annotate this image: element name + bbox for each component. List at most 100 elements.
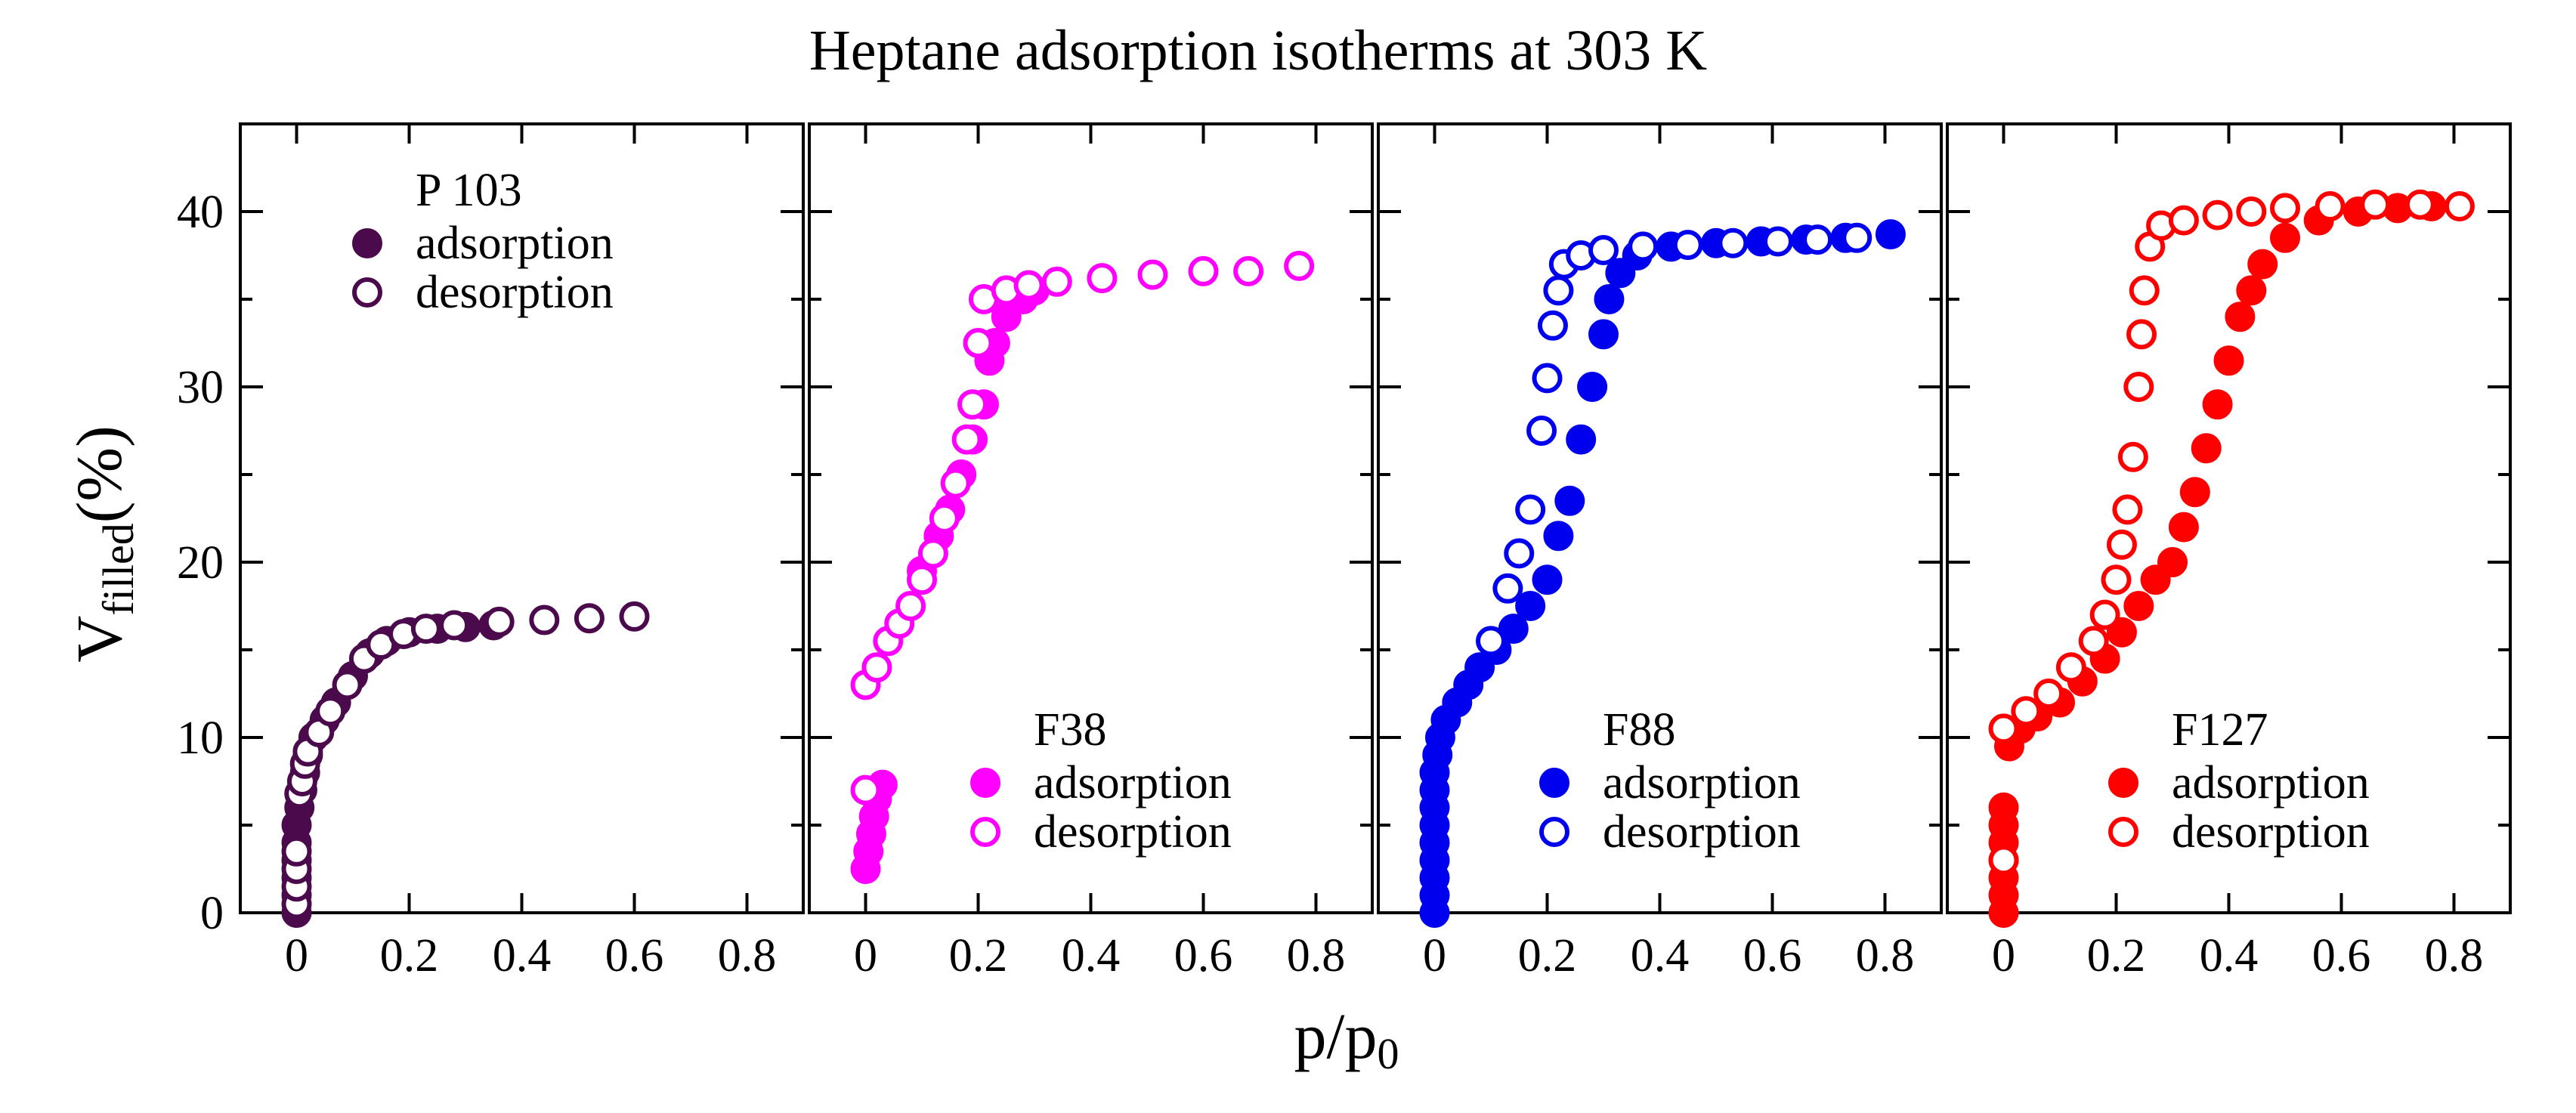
desorption-point xyxy=(1988,845,2019,876)
legend-adsorption-label: adsorption xyxy=(1034,757,1232,808)
y-tick-label: 0 xyxy=(200,888,224,939)
desorption-point xyxy=(2101,564,2132,595)
x-axis-label-sub: 0 xyxy=(1377,1029,1399,1078)
legend-title: F127 xyxy=(2172,704,2268,756)
adsorption-point xyxy=(2202,389,2233,420)
adsorption-point xyxy=(1532,564,1563,595)
desorption-point xyxy=(907,564,937,595)
legend-desorption-label: desorption xyxy=(416,267,614,318)
x-axis-label: p/p0 xyxy=(1294,1000,1399,1078)
desorption-point xyxy=(1013,270,1044,301)
adsorption-point xyxy=(1566,424,1597,455)
legend-title: F88 xyxy=(1603,704,1675,756)
desorption-point xyxy=(1504,538,1535,569)
legend-desorption-label: desorption xyxy=(1603,806,1801,858)
desorption-point xyxy=(1762,226,1793,257)
legend-adsorption-label: adsorption xyxy=(416,218,614,269)
x-tick-label: 0.2 xyxy=(1518,930,1577,982)
desorption-point xyxy=(1188,255,1219,286)
x-tick-label: 0.2 xyxy=(2087,930,2146,982)
desorption-point xyxy=(929,503,960,533)
desorption-point xyxy=(2078,626,2109,657)
adsorption-point xyxy=(2247,249,2278,280)
adsorption-point xyxy=(2123,591,2154,621)
x-tick-label: 0 xyxy=(1992,930,2015,982)
legend-adsorption-label: adsorption xyxy=(2172,757,2370,808)
x-axis-label-main: p/p xyxy=(1294,1000,1378,1072)
desorption-point xyxy=(1137,259,1168,290)
y-axis-label: Vfilled(%) xyxy=(63,425,143,662)
legend-desorption-label: desorption xyxy=(2172,806,2370,858)
desorption-point xyxy=(2123,372,2154,402)
x-tick-label: 0.2 xyxy=(949,930,1008,982)
adsorption-point xyxy=(1464,652,1495,683)
adsorption-point xyxy=(2236,275,2267,306)
legend-desorption-marker xyxy=(2108,817,2138,847)
desorption-point xyxy=(2129,275,2160,306)
desorption-point xyxy=(2126,319,2157,350)
desorption-point xyxy=(1515,494,1546,525)
x-tick-label: 0.8 xyxy=(718,930,777,982)
desorption-point xyxy=(281,836,312,867)
adsorption-point xyxy=(2179,477,2210,508)
x-tick-label: 0.8 xyxy=(1287,930,1346,982)
desorption-point xyxy=(1588,235,1619,266)
desorption-point xyxy=(1628,231,1659,262)
desorption-point xyxy=(2404,189,2435,220)
desorption-point xyxy=(1492,573,1523,604)
adsorption-point xyxy=(1577,372,1608,402)
desorption-point xyxy=(917,538,948,569)
y-axis-label-sub: filled xyxy=(94,523,143,615)
x-tick-label: 0.8 xyxy=(2425,930,2484,982)
desorption-point xyxy=(2360,189,2391,220)
legend-desorption-marker xyxy=(352,277,382,308)
adsorption-point xyxy=(1515,591,1546,621)
x-tick-label: 0.6 xyxy=(1743,930,1802,982)
legend-adsorption-label: adsorption xyxy=(1603,757,1801,808)
desorption-point xyxy=(2315,191,2346,222)
desorption-point xyxy=(2055,652,2086,683)
desorption-point xyxy=(2011,696,2042,727)
desorption-point xyxy=(1718,227,1749,258)
desorption-point xyxy=(951,424,982,455)
desorption-point xyxy=(850,774,881,805)
adsorption-point xyxy=(2140,564,2171,595)
desorption-point xyxy=(1802,224,1833,255)
x-tick-label: 0 xyxy=(285,930,308,982)
legend-adsorption-marker xyxy=(970,768,1000,798)
desorption-point xyxy=(574,603,605,634)
legend-desorption-label: desorption xyxy=(1034,806,1232,858)
y-tick-label: 40 xyxy=(177,187,224,238)
y-axis-label-main: V xyxy=(63,616,135,663)
desorption-point xyxy=(619,601,650,632)
desorption-point xyxy=(1233,255,1264,286)
adsorption-point xyxy=(2213,345,2244,376)
desorption-point xyxy=(1988,713,2019,744)
x-tick-label: 0.4 xyxy=(1062,930,1121,982)
desorption-point xyxy=(2033,679,2064,709)
desorption-point xyxy=(1041,266,1072,297)
desorption-point xyxy=(2117,441,2148,472)
desorption-point xyxy=(1672,230,1703,261)
x-tick-label: 0.8 xyxy=(1856,930,1915,982)
desorption-point xyxy=(332,669,363,700)
adsorption-point xyxy=(2106,617,2137,648)
desorption-point xyxy=(957,389,988,420)
desorption-point xyxy=(2236,196,2267,227)
y-axis-label-suffix: (%) xyxy=(63,425,135,523)
adsorption-point xyxy=(1543,521,1574,552)
x-tick-label: 0 xyxy=(854,930,877,982)
x-tick-label: 0.6 xyxy=(605,930,664,982)
y-tick-label: 10 xyxy=(177,713,224,764)
adsorption-point xyxy=(1554,485,1585,516)
x-tick-label: 0.4 xyxy=(1631,930,1690,982)
legend-title: P 103 xyxy=(416,165,522,216)
x-tick-label: 0 xyxy=(1423,930,1446,982)
desorption-point xyxy=(2168,205,2199,236)
adsorption-point xyxy=(1588,319,1619,350)
x-tick-label: 0.4 xyxy=(493,930,552,982)
